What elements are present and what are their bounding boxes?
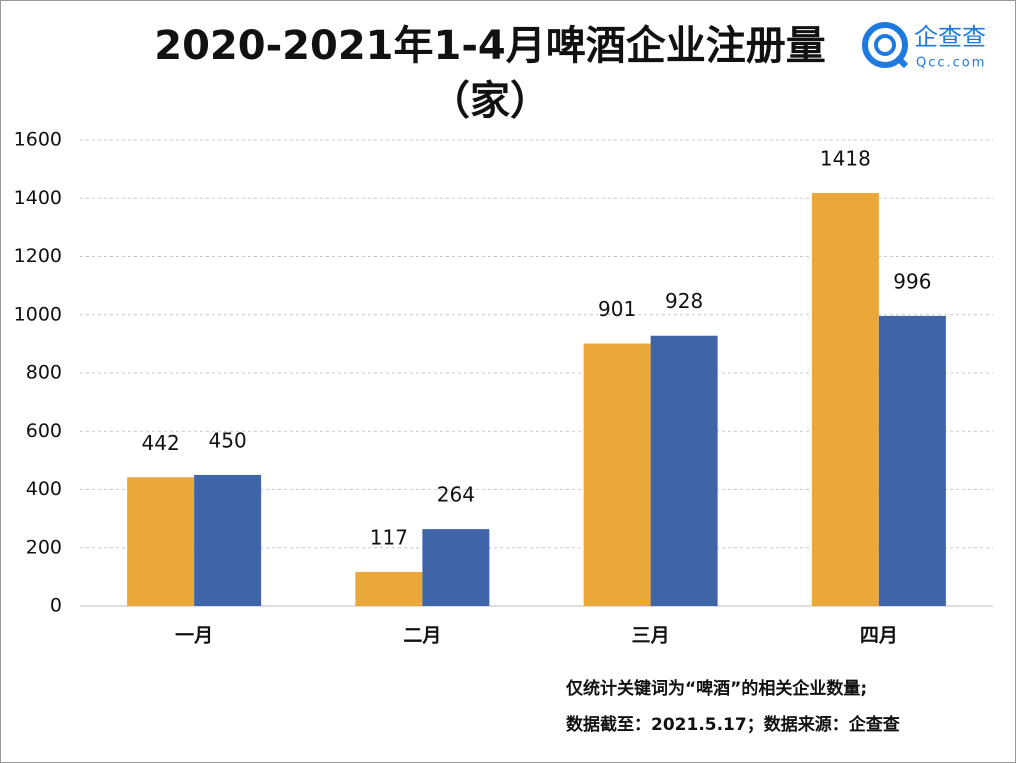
data-label: 901 — [598, 297, 636, 321]
data-label: 442 — [142, 431, 180, 455]
logo-url: Qcc.com — [916, 56, 986, 71]
logo-icon — [874, 34, 896, 56]
x-tick-label: 四月 — [860, 625, 898, 647]
bar — [583, 343, 651, 606]
chart-title: 2020-2021年1-4月啤酒企业注册量 — [154, 23, 826, 69]
bar — [878, 315, 946, 606]
data-label: 1418 — [820, 147, 871, 171]
y-tick-label: 1200 — [14, 245, 62, 267]
y-tick-label: 400 — [26, 478, 62, 500]
chart-title: （家） — [430, 78, 550, 124]
footnote: 数据截至：2021.5.17；数据来源：企查查 — [566, 714, 901, 735]
x-tick-label: 一月 — [175, 625, 213, 647]
bar — [422, 529, 490, 606]
data-label: 928 — [665, 289, 703, 313]
y-tick-label: 1600 — [14, 129, 62, 151]
y-tick-label: 600 — [26, 420, 62, 442]
x-tick-label: 三月 — [632, 625, 670, 647]
data-label: 117 — [370, 525, 408, 549]
bar — [355, 571, 423, 606]
bar — [650, 335, 718, 606]
x-tick-label: 二月 — [403, 625, 441, 647]
y-tick-label: 200 — [26, 536, 62, 558]
logo: 企查查 Qcc.com — [862, 22, 986, 71]
bar — [194, 474, 262, 606]
data-label: 264 — [437, 483, 475, 507]
y-tick-label: 1400 — [14, 187, 62, 209]
logo-icon — [894, 54, 909, 69]
bar — [811, 193, 879, 606]
data-label: 996 — [893, 269, 931, 293]
logo-icon — [862, 22, 908, 68]
footnote: 仅统计关键词为“啤酒”的相关企业数量; — [565, 678, 867, 699]
logo-name: 企查查 — [914, 23, 986, 51]
bar — [127, 477, 195, 606]
y-tick-label: 1000 — [14, 303, 62, 325]
data-label: 450 — [209, 428, 247, 452]
y-tick-label: 0 — [50, 595, 62, 617]
y-tick-label: 800 — [26, 362, 62, 384]
